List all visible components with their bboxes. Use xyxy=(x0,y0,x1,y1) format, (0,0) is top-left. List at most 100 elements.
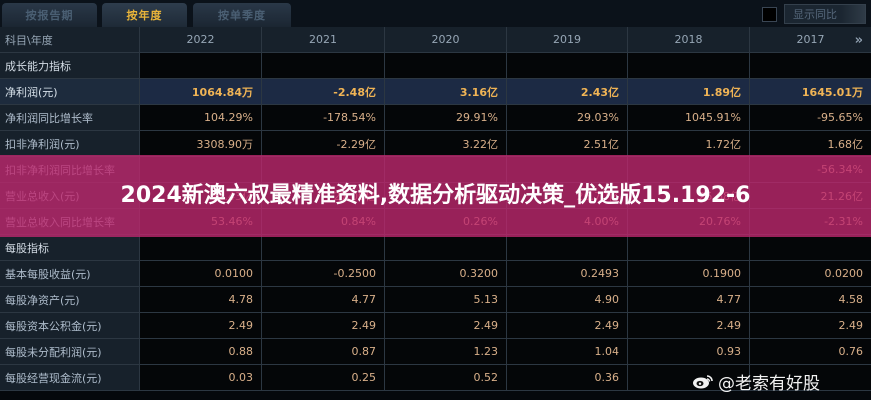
value-cell: 0.1900 xyxy=(628,261,750,286)
tab-bar: 按报告期 按年度 按单季度 显示同比 xyxy=(0,0,871,27)
value-cell xyxy=(507,53,628,78)
value-cell: 0.25 xyxy=(262,365,385,390)
value-cell: -178.54% xyxy=(262,105,385,130)
value-cell: 4.78 xyxy=(140,287,262,312)
table-row[interactable]: 基本每股收益(元) 0.0100 -0.2500 0.3200 0.2493 0.1900… xyxy=(0,261,871,287)
value-cell xyxy=(628,53,750,78)
value-cell xyxy=(628,235,750,260)
value-cell: 0.0100 xyxy=(140,261,262,286)
value-cell: 0.36 xyxy=(507,365,628,390)
value-cell: -95.65% xyxy=(750,105,871,130)
value-cell: 0.2493 xyxy=(507,261,628,286)
banner-text: 2024新澳六叔最精准资料,数据分析驱动决策_优选版15.192-6 xyxy=(120,183,751,208)
weibo-icon xyxy=(693,375,713,389)
value-cell: -2.29亿 xyxy=(262,131,385,156)
value-cell: 2.49 xyxy=(628,313,750,338)
table-row[interactable]: 每股净资产(元) 4.78 4.77 5.13 4.90 4.77 4.58 xyxy=(0,287,871,313)
value-cell: 1045.91% xyxy=(628,105,750,130)
value-cell xyxy=(140,235,262,260)
value-cell xyxy=(262,235,385,260)
year-header[interactable]: 2017 xyxy=(750,27,871,52)
value-cell xyxy=(628,365,750,390)
row-label: 基本每股收益(元) xyxy=(0,261,140,286)
next-columns-icon[interactable]: » xyxy=(854,32,863,48)
value-cell: 0.0200 xyxy=(750,261,871,286)
row-label: 成长能力指标 xyxy=(0,53,140,78)
value-cell: 1.68亿 xyxy=(750,131,871,156)
tab-by-report-period[interactable]: 按报告期 xyxy=(2,3,97,27)
value-cell: 4.90 xyxy=(507,287,628,312)
tab-label: 按单季度 xyxy=(218,9,266,22)
tab-by-year[interactable]: 按年度 xyxy=(102,3,187,27)
watermark-text: @老索有好股 xyxy=(718,373,820,394)
value-cell: 3.16亿 xyxy=(385,79,507,104)
value-cell: 1064.84万 xyxy=(140,79,262,104)
value-cell: 2.49 xyxy=(750,313,871,338)
value-cell: 0.3200 xyxy=(385,261,507,286)
table-row[interactable]: 每股经营现金流(元) 0.03 0.25 0.52 0.36 xyxy=(0,365,871,391)
value-cell: 3308.90万 xyxy=(140,131,262,156)
row-label: 净利润同比增长率 xyxy=(0,105,140,130)
table-row[interactable]: 每股未分配利润(元) 0.88 0.87 1.23 1.04 0.93 0.76 xyxy=(0,339,871,365)
overlay-banner: 2024新澳六叔最精准资料,数据分析驱动决策_优选版15.192-6 xyxy=(0,155,871,237)
value-cell: 4.77 xyxy=(628,287,750,312)
tab-by-quarter[interactable]: 按单季度 xyxy=(193,3,291,27)
value-cell: 2.43亿 xyxy=(507,79,628,104)
value-cell: -0.2500 xyxy=(262,261,385,286)
watermark: @老索有好股 xyxy=(692,368,820,394)
table-header: 科目\年度 2022 2021 2020 2019 2018 2017 » xyxy=(0,27,871,53)
value-cell: 104.29% xyxy=(140,105,262,130)
value-cell: -2.48亿 xyxy=(262,79,385,104)
table-row[interactable]: 扣非净利润(元) 3308.90万 -2.29亿 3.22亿 2.51亿 1.72亿 1.6… xyxy=(0,131,871,157)
value-cell: 2.49 xyxy=(262,313,385,338)
value-cell: 0.52 xyxy=(385,365,507,390)
value-cell: 4.58 xyxy=(750,287,871,312)
value-cell xyxy=(385,235,507,260)
value-cell: 2.49 xyxy=(385,313,507,338)
show-yoy-button[interactable]: 显示同比 xyxy=(784,4,866,24)
value-cell xyxy=(262,53,385,78)
value-cell: 1645.01万 xyxy=(750,79,871,104)
value-cell xyxy=(750,53,871,78)
value-cell: 0.03 xyxy=(140,365,262,390)
section-row[interactable]: 成长能力指标 xyxy=(0,53,871,79)
value-cell: 0.93 xyxy=(628,339,750,364)
table-row[interactable]: 每股资本公积金(元) 2.49 2.49 2.49 2.49 2.49 2.49 xyxy=(0,313,871,339)
row-label: 净利润(元) xyxy=(0,79,140,104)
tab-label: 按报告期 xyxy=(25,9,74,22)
value-cell: 29.91% xyxy=(385,105,507,130)
row-label: 每股未分配利润(元) xyxy=(0,339,140,364)
value-cell: 1.89亿 xyxy=(628,79,750,104)
tab-label: 按年度 xyxy=(126,9,163,22)
header-label: 科目\年度 xyxy=(0,27,140,52)
row-label: 每股经营现金流(元) xyxy=(0,365,140,390)
value-cell: 1.04 xyxy=(507,339,628,364)
value-cell xyxy=(750,235,871,260)
value-cell: 5.13 xyxy=(385,287,507,312)
value-cell: 1.72亿 xyxy=(628,131,750,156)
year-header[interactable]: 2018 xyxy=(628,27,750,52)
year-header[interactable]: 2020 xyxy=(385,27,507,52)
year-header[interactable]: 2021 xyxy=(262,27,385,52)
value-cell: 0.76 xyxy=(750,339,871,364)
show-yoy-label: 显示同比 xyxy=(793,8,837,21)
value-cell: 0.87 xyxy=(262,339,385,364)
value-cell: 2.51亿 xyxy=(507,131,628,156)
value-cell: 2.49 xyxy=(507,313,628,338)
value-cell: 1.23 xyxy=(385,339,507,364)
row-label: 每股资本公积金(元) xyxy=(0,313,140,338)
table-row[interactable]: 净利润(元) 1064.84万 -2.48亿 3.16亿 2.43亿 1.89亿 1645.… xyxy=(0,79,871,105)
yoy-checkbox[interactable] xyxy=(762,7,777,22)
value-cell xyxy=(750,365,871,390)
value-cell: 4.77 xyxy=(262,287,385,312)
row-label: 每股指标 xyxy=(0,235,140,260)
year-header[interactable]: 2019 xyxy=(507,27,628,52)
value-cell: 3.22亿 xyxy=(385,131,507,156)
row-label: 每股净资产(元) xyxy=(0,287,140,312)
value-cell xyxy=(385,53,507,78)
row-label: 扣非净利润(元) xyxy=(0,131,140,156)
section-row[interactable]: 每股指标 xyxy=(0,235,871,261)
value-cell: 0.88 xyxy=(140,339,262,364)
table-row[interactable]: 净利润同比增长率 104.29% -178.54% 29.91% 29.03% 1045.… xyxy=(0,105,871,131)
year-header[interactable]: 2022 xyxy=(140,27,262,52)
